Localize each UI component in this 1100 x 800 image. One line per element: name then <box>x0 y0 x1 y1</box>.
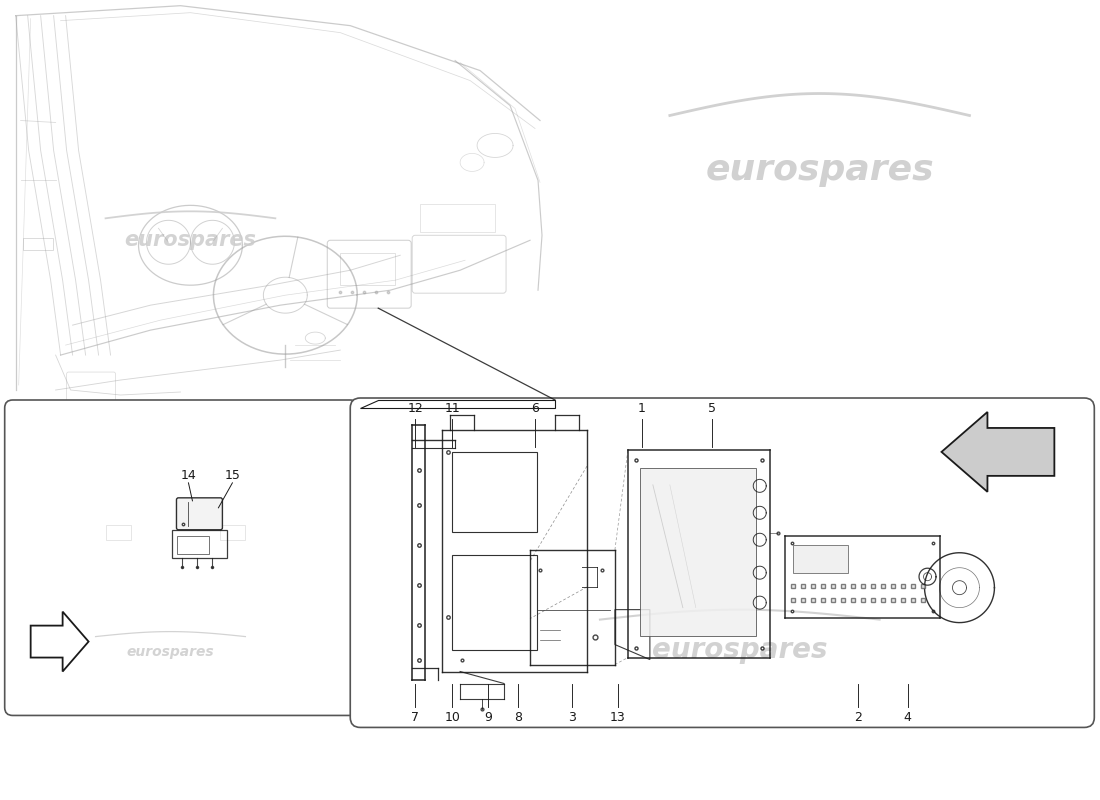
Text: eurospares: eurospares <box>705 154 934 187</box>
Text: 15: 15 <box>224 469 240 482</box>
Text: 12: 12 <box>407 402 424 415</box>
Text: eurospares: eurospares <box>652 635 827 663</box>
FancyBboxPatch shape <box>640 468 756 635</box>
Polygon shape <box>360 400 556 408</box>
FancyBboxPatch shape <box>176 498 222 530</box>
FancyBboxPatch shape <box>4 400 359 715</box>
Polygon shape <box>31 612 89 671</box>
Text: 3: 3 <box>568 711 576 725</box>
FancyBboxPatch shape <box>350 398 1094 727</box>
Text: 6: 6 <box>531 402 539 415</box>
Text: 10: 10 <box>444 711 460 725</box>
Text: 11: 11 <box>444 402 460 415</box>
Polygon shape <box>942 412 1055 492</box>
Text: 8: 8 <box>514 711 522 725</box>
Text: 13: 13 <box>610 711 626 725</box>
Text: 7: 7 <box>411 711 419 725</box>
Text: 4: 4 <box>903 711 912 725</box>
Text: 14: 14 <box>180 469 196 482</box>
Text: 2: 2 <box>854 711 861 725</box>
FancyBboxPatch shape <box>793 545 848 573</box>
Text: 1: 1 <box>638 402 646 415</box>
Text: eurospares: eurospares <box>124 230 256 250</box>
Text: eurospares: eurospares <box>126 645 214 658</box>
Text: 9: 9 <box>484 711 492 725</box>
Text: 5: 5 <box>707 402 716 415</box>
